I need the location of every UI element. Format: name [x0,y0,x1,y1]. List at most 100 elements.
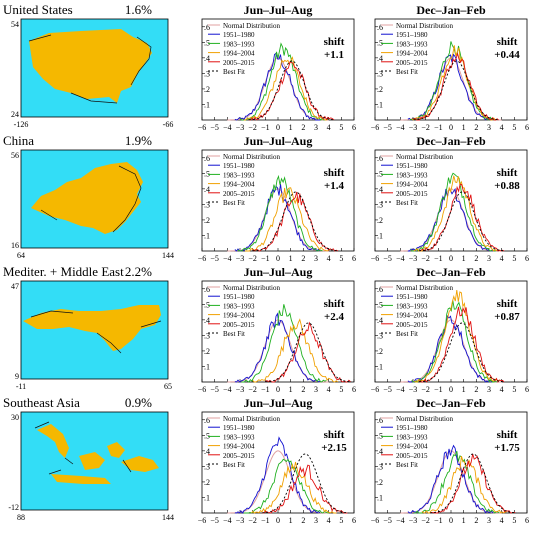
x-tick-label: 2 [301,516,305,525]
y-tick-label: .5 [204,431,210,440]
legend-label: Best Fit [223,461,245,469]
x-tick-label: −1 [261,123,270,132]
y-tick-label: .4 [204,54,210,63]
chart-panel-winter: Dec–Jan–Feb .1 .2 .3 .4 .5 .6 −6 −5 −4 −3 −2 −1 0 1 2 3 4… [371,134,529,263]
x-tick-label: 3 [487,385,491,394]
best-fit-curve [418,322,504,383]
x-tick-label: 1 [289,123,293,132]
plot-frame [374,149,528,252]
y-tick-label: .5 [204,169,210,178]
shift-value: +2.4 [324,311,345,323]
lat-top-label: 56 [11,151,19,160]
x-tick-label: −4 [396,254,405,263]
period-line-3 [421,455,508,514]
period-line-4 [252,191,338,252]
x-tick-label: −3 [236,385,245,394]
x-tick-label: −5 [210,254,219,263]
period-line-4 [265,321,351,383]
x-tick-label: 1 [289,516,293,525]
x-tick-label: −3 [409,254,418,263]
legend-label: 1983–1993 [223,171,255,179]
legend-label: 1951–1980 [396,162,428,170]
x-tick-label: 5 [512,254,516,263]
x-tick-label: 5 [512,516,516,525]
period-line-3 [252,318,339,383]
x-tick-label: 1 [462,123,466,132]
x-tick-label: 3 [487,516,491,525]
best-fit-curve [413,60,499,121]
region-percent: 1.9% [125,133,152,148]
lat-top-label: 30 [11,413,19,422]
region-name: Mediter. + Middle East [3,264,124,279]
lon-right-label: 144 [162,513,174,522]
x-tick-label: −2 [421,516,430,525]
x-tick-label: 0 [276,254,280,263]
x-tick-label: 4 [500,123,504,132]
x-tick-label: 6 [352,123,356,132]
period-line-1 [234,312,321,383]
x-tick-label: 6 [352,385,356,394]
y-tick-label: .5 [377,38,383,47]
legend-label: 1951–1980 [223,31,255,39]
x-tick-label: −5 [383,385,392,394]
y-tick-label: .3 [204,69,210,78]
y-tick-label: .3 [377,331,383,340]
y-tick-label: .4 [377,185,383,194]
lat-bottom-label: 24 [11,110,19,119]
period-line-4 [413,52,499,121]
period-line-1 [234,183,321,252]
y-tick-label: .5 [377,169,383,178]
legend-label: 1983–1993 [396,302,428,310]
x-tick-label: 2 [301,385,305,394]
x-tick-label: −4 [223,385,232,394]
x-tick-label: −2 [248,516,257,525]
y-tick-label: .2 [377,478,383,487]
legend-label: 1983–1993 [223,40,255,48]
lat-bottom-label: 16 [11,241,19,250]
x-tick-label: −1 [261,254,270,263]
x-tick-label: 0 [276,516,280,525]
shift-label: shift [324,298,345,310]
y-tick-label: .3 [377,462,383,471]
period-line-1 [234,436,321,514]
period-line-4 [419,306,505,383]
best-fit-curve [248,60,334,121]
x-tick-label: 0 [276,385,280,394]
legend-label: Normal Distribution [223,153,280,161]
x-tick-label: 6 [525,123,529,132]
period-line-2 [411,300,498,383]
y-tick-label: .1 [377,100,383,109]
best-fit-curve [262,453,349,514]
period-line-3 [243,56,330,121]
legend-label: 2005–2015 [396,452,428,460]
x-tick-label: 0 [449,516,453,525]
plot-frame [201,149,355,252]
y-tick-label: .1 [204,362,210,371]
y-tick-label: .1 [204,231,210,240]
x-tick-label: −4 [223,516,232,525]
x-tick-label: −4 [396,385,405,394]
legend-label: 1983–1993 [396,433,428,441]
y-tick-label: .4 [377,54,383,63]
x-tick-label: 2 [474,254,478,263]
x-tick-label: −1 [261,385,270,394]
x-tick-label: −4 [396,123,405,132]
x-tick-label: 2 [301,254,305,263]
season-title: Dec–Jan–Feb [416,134,486,148]
legend-label: 2005–2015 [223,452,255,460]
legend-label: 2005–2015 [396,321,428,329]
legend-label: 1994–2004 [396,50,428,58]
x-tick-label: 6 [525,385,529,394]
lon-right-label: 144 [162,251,174,260]
legend-label: Normal Distribution [396,415,453,423]
shift-label: shift [497,429,518,441]
region-area [29,29,152,103]
season-title: Jun–Jul–Aug [244,134,313,148]
x-tick-label: −6 [371,123,380,132]
x-tick-label: 1 [289,385,293,394]
x-tick-label: 2 [474,516,478,525]
best-fit-curve [419,191,504,252]
x-tick-label: −5 [383,123,392,132]
x-tick-label: −6 [198,516,207,525]
